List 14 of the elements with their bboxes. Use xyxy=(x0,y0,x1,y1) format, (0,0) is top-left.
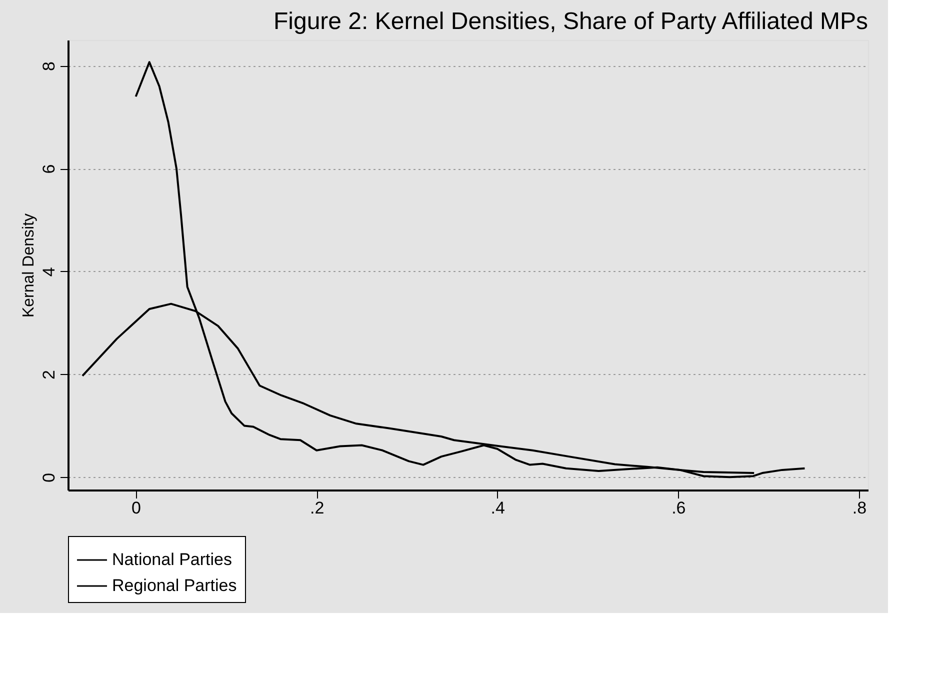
y-axis-title: Kernal Density xyxy=(20,213,38,318)
x-tick-label: .8 xyxy=(852,498,867,518)
y-tick-label: 8 xyxy=(40,61,58,71)
y-tick-label: 6 xyxy=(40,164,58,174)
legend-label: National Parties xyxy=(112,550,232,569)
legend-label: Regional Parties xyxy=(112,576,237,595)
y-tick-label: 4 xyxy=(40,267,58,277)
x-tick-label: .6 xyxy=(672,498,686,518)
chart-title: Figure 2: Kernel Densities, Share of Party Affiliated MPs xyxy=(273,8,868,35)
y-tick-label: 0 xyxy=(40,472,58,482)
x-tick-label: .2 xyxy=(310,498,324,518)
x-tick-label: .4 xyxy=(490,498,505,518)
x-tick-label: 0 xyxy=(132,498,142,518)
y-tick-label: 2 xyxy=(40,370,58,380)
